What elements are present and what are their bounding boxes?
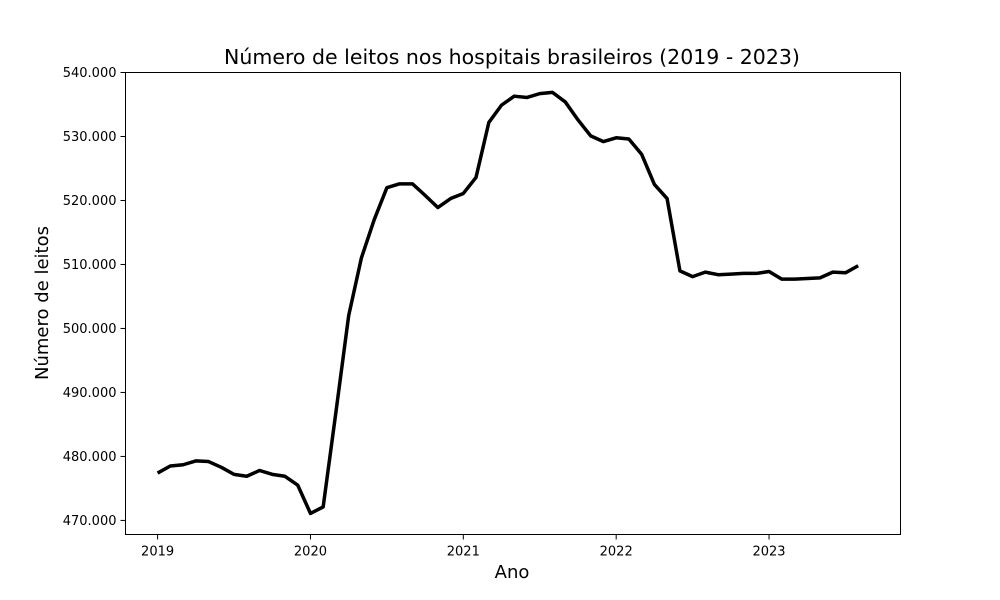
x-tick-label: 2020 bbox=[294, 545, 327, 560]
y-tick-label: 480.000 bbox=[63, 450, 117, 465]
y-tick-label: 490.000 bbox=[63, 386, 117, 401]
y-tick-label: 520.000 bbox=[63, 194, 117, 209]
x-tick-label: 2021 bbox=[447, 545, 480, 560]
y-tick-label: 540.000 bbox=[63, 66, 117, 81]
plot-area bbox=[125, 72, 901, 535]
x-tick-label: 2023 bbox=[752, 545, 785, 560]
y-tick-label: 530.000 bbox=[63, 130, 117, 145]
y-axis: 470.000 480.000 490.000 500.000 510.000 520.0… bbox=[63, 66, 126, 529]
x-axis-label: Ano bbox=[495, 562, 530, 583]
y-tick-label: 500.000 bbox=[63, 322, 117, 337]
plot-frame bbox=[125, 72, 901, 535]
x-tick-label: 2019 bbox=[141, 545, 174, 560]
y-axis-label: Número de leitos bbox=[32, 226, 53, 380]
x-tick-label: 2022 bbox=[600, 545, 633, 560]
y-tick-label: 470.000 bbox=[63, 514, 117, 529]
y-tick-label: 510.000 bbox=[63, 258, 117, 273]
x-axis: 2019 2020 2021 2022 2023 bbox=[141, 534, 786, 560]
chart-title: Número de leitos nos hospitais brasileir… bbox=[224, 45, 800, 69]
series-line bbox=[156, 90, 860, 516]
